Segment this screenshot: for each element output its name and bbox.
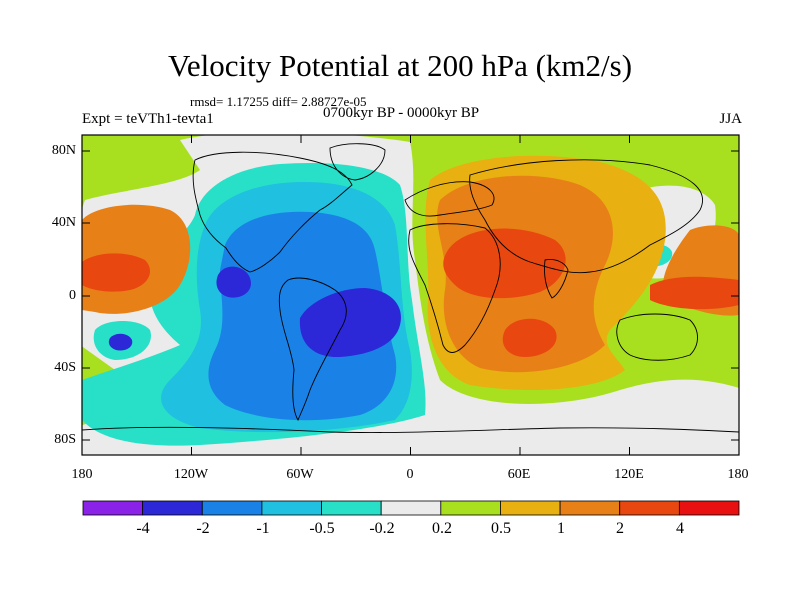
axis-ticks xyxy=(81,135,740,455)
colorbar-swatch xyxy=(619,500,680,516)
contour-region xyxy=(650,276,739,310)
lon-label-120e: 120E xyxy=(614,467,644,482)
contour-region xyxy=(108,333,133,351)
lon-label-180w: 180 xyxy=(71,467,93,482)
lon-label-60e: 60E xyxy=(507,467,531,482)
colorbar-label: -0.5 xyxy=(309,520,335,537)
coastline xyxy=(544,259,569,299)
stats-text: rmsd= 1.17255 diff= 2.88727e-05 xyxy=(190,94,367,109)
lon-label-0: 0 xyxy=(406,467,414,482)
coastline xyxy=(278,277,347,422)
colorbar-swatch xyxy=(201,500,263,516)
colorbar-swatch xyxy=(440,500,501,516)
lon-label-60w: 60W xyxy=(286,467,314,482)
colorbar-label: -1 xyxy=(256,520,270,537)
colorbar-label: 1 xyxy=(557,520,565,537)
lat-label-80s: 80S xyxy=(54,432,76,447)
period-subtitle: 0700kyr BP - 0000kyr BP xyxy=(323,105,480,121)
lat-label-40n: 40N xyxy=(51,215,76,230)
lat-label-40s: 40S xyxy=(54,360,76,375)
coastline xyxy=(408,223,501,353)
coastline xyxy=(469,159,703,274)
colorbar-label: 2 xyxy=(616,520,624,537)
contour-field xyxy=(82,135,739,455)
season-label: JJA xyxy=(719,111,742,127)
experiment-label: Expt = teVTh1-tevta1 xyxy=(82,111,214,127)
colorbar-label: 4 xyxy=(676,520,684,537)
coastline xyxy=(404,181,495,217)
coastline xyxy=(192,151,353,273)
colorbar-label: 0.5 xyxy=(491,520,511,537)
lat-label-80n: 80N xyxy=(51,143,76,158)
colorbar-swatch xyxy=(82,500,144,516)
colorbar-swatch xyxy=(380,500,442,516)
colorbar-label: 0.2 xyxy=(432,520,452,537)
colorbar-swatch xyxy=(500,500,561,516)
coastline xyxy=(616,313,698,361)
colorbar xyxy=(82,500,740,516)
colorbar-swatch xyxy=(678,500,740,516)
colorbar-swatch xyxy=(559,500,621,516)
colorbar-swatch xyxy=(261,500,322,516)
colorbar-label: -0.2 xyxy=(369,520,395,537)
coastlines xyxy=(82,143,739,433)
lon-label-180e: 180 xyxy=(727,467,749,482)
page-title: Velocity Potential at 200 hPa (km2/s) xyxy=(167,48,633,83)
contour-region xyxy=(82,253,150,292)
contour-region xyxy=(216,266,251,298)
contour-region xyxy=(502,318,557,357)
colorbar-label: -4 xyxy=(136,520,150,537)
colorbar-swatch xyxy=(321,500,382,516)
colorbar-swatch xyxy=(142,500,203,516)
lat-label-0: 0 xyxy=(69,288,76,303)
colorbar-label: -2 xyxy=(196,520,210,537)
lon-label-120w: 120W xyxy=(173,467,209,482)
contour-region xyxy=(443,228,566,299)
contour-region xyxy=(299,288,401,358)
coastline xyxy=(329,143,386,181)
coastline xyxy=(82,426,739,433)
